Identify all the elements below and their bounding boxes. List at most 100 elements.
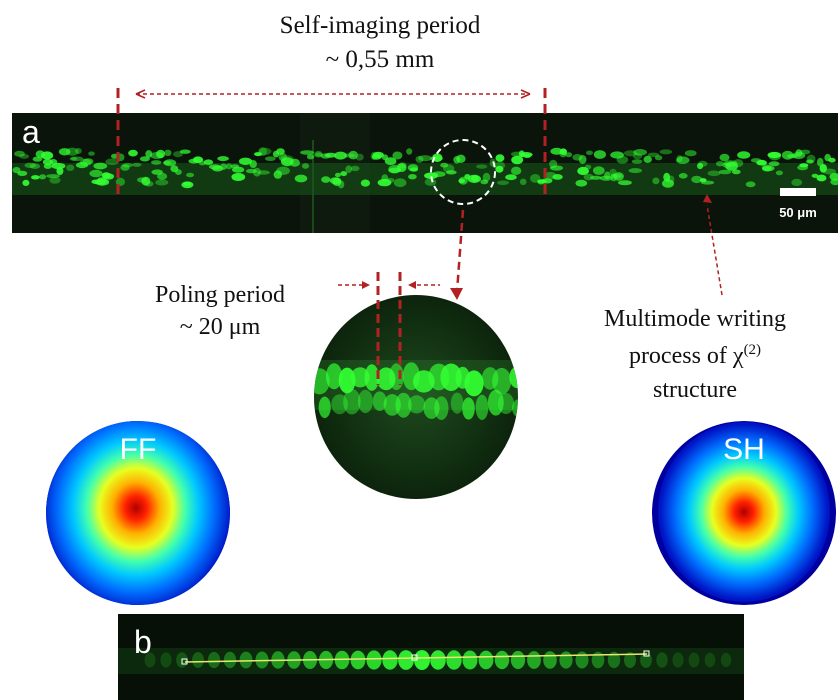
green-spot [69, 156, 78, 161]
sh-label: SH [723, 433, 765, 466]
green-spot [575, 179, 588, 187]
green-spot [811, 173, 819, 178]
self-imaging-value: ~ 0,55 mm [325, 46, 435, 73]
green-spot [559, 651, 573, 669]
self-imaging-markers [116, 88, 547, 198]
green-spot [578, 155, 587, 164]
panel-b-measure-end [643, 650, 650, 657]
green-spot [720, 652, 732, 668]
green-spot [71, 156, 84, 162]
green-spot [139, 156, 150, 162]
green-spot [590, 175, 602, 180]
green-spot [66, 164, 75, 171]
green-spot [231, 173, 246, 181]
green-spot [258, 147, 267, 157]
green-spot [398, 650, 414, 670]
green-spot [395, 392, 412, 418]
multimode-line-1: Multimode writing [604, 306, 786, 332]
green-spot [289, 158, 300, 167]
poling-markers [338, 272, 440, 385]
green-spot [17, 170, 28, 176]
green-spot [128, 149, 138, 157]
green-spot [331, 394, 348, 415]
green-spot [676, 156, 690, 164]
green-spot [775, 170, 784, 176]
green-spot [806, 154, 816, 164]
panel-a [12, 113, 838, 233]
green-spot [440, 162, 449, 168]
panel-b-measure-mid [411, 654, 418, 661]
green-spot [828, 157, 836, 163]
zoom-inset [314, 295, 518, 499]
green-spot [232, 166, 245, 173]
green-spot [495, 165, 504, 173]
green-spot [24, 162, 36, 168]
green-spot [616, 155, 629, 164]
multimode-pointer-arrowhead [703, 194, 712, 203]
green-spot [321, 176, 331, 183]
zoom-region-circle [430, 139, 496, 205]
green-spot [510, 650, 526, 670]
chi-superscript: (2) [743, 342, 762, 358]
green-spot [350, 367, 370, 388]
green-spot [697, 162, 704, 170]
green-spot [446, 650, 462, 670]
green-spot [325, 363, 343, 390]
green-spot [434, 396, 449, 420]
green-spot [618, 180, 632, 186]
green-spot [688, 652, 700, 668]
green-spot [245, 168, 257, 174]
green-spot [512, 398, 518, 418]
green-spot [519, 178, 527, 185]
green-spot [175, 169, 182, 175]
green-spot [737, 151, 751, 159]
green-spot [495, 154, 505, 162]
green-spot [155, 179, 169, 186]
green-spot [192, 652, 204, 668]
green-spot [396, 163, 407, 173]
green-spot [800, 149, 811, 155]
green-spot [150, 160, 162, 165]
green-spot [22, 179, 30, 186]
green-spot [318, 396, 331, 419]
multimode-line-2: process of χ(2) [560, 342, 830, 370]
green-spot [527, 651, 541, 669]
scale-bar-label: 50 μm [779, 205, 817, 220]
green-spot [599, 175, 613, 181]
green-spot [32, 156, 43, 162]
green-spot [414, 650, 430, 670]
green-spot [471, 175, 479, 182]
green-spot [393, 178, 407, 188]
poling-arrow-left-head [362, 281, 370, 289]
green-spot [672, 652, 684, 668]
green-spot [392, 151, 403, 160]
green-spot [254, 152, 263, 157]
green-spot [565, 152, 573, 158]
green-spot [624, 652, 636, 668]
green-spot [424, 178, 437, 186]
green-spot [95, 178, 110, 186]
green-spot [258, 147, 272, 155]
green-spot [382, 650, 398, 670]
green-spot [300, 150, 315, 155]
green-spot [707, 170, 721, 177]
green-spot [663, 172, 671, 182]
green-spot [652, 177, 660, 185]
green-spot [164, 149, 172, 156]
green-spot [343, 388, 361, 415]
sh-profile-intensity [658, 422, 830, 602]
green-spot [762, 166, 773, 172]
green-spot [58, 148, 71, 156]
green-spot [14, 150, 25, 157]
waveguide-spots [12, 147, 838, 189]
green-spot [552, 174, 563, 180]
green-spot [89, 169, 103, 178]
green-spot [144, 181, 154, 187]
green-spot [819, 164, 827, 173]
green-spot [386, 177, 395, 183]
green-spot [462, 650, 478, 670]
waveguide-glow-band [12, 163, 838, 195]
green-spot [345, 165, 353, 173]
green-spot [430, 650, 446, 670]
